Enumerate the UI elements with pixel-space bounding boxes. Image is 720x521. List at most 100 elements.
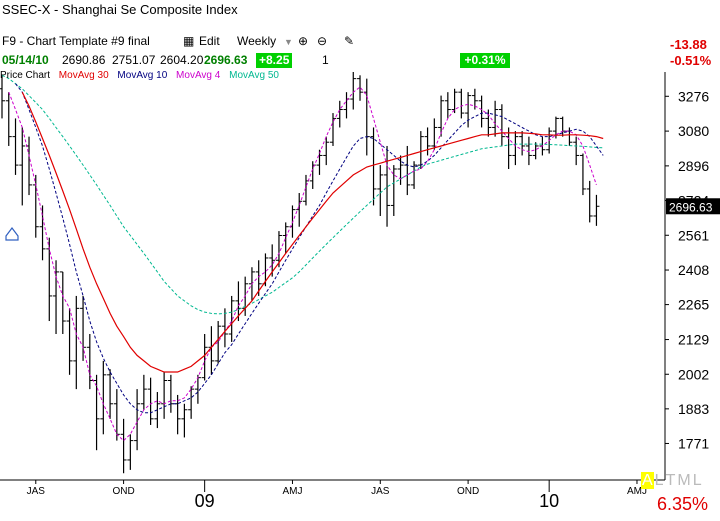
y-tick-label: 2561 bbox=[678, 227, 709, 243]
price-bar bbox=[120, 418, 127, 474]
y-tick-label: 2408 bbox=[678, 262, 709, 278]
price-bar bbox=[525, 136, 532, 166]
price-bar bbox=[377, 165, 384, 216]
period-count: 1 bbox=[322, 53, 329, 67]
legend-ma10: MovAvg 10 bbox=[117, 70, 168, 81]
letter-t[interactable]: T bbox=[665, 472, 676, 489]
y-tick-label: 2002 bbox=[678, 366, 709, 382]
price-bar bbox=[275, 231, 282, 268]
price-bar bbox=[107, 369, 114, 419]
letter-l[interactable]: L bbox=[654, 472, 664, 489]
price-bar bbox=[12, 118, 19, 175]
price-bar bbox=[188, 386, 195, 419]
quote-close: 2696.63 bbox=[204, 53, 248, 67]
price-bar bbox=[519, 131, 526, 156]
price-bar bbox=[593, 194, 600, 226]
price-bar bbox=[5, 92, 12, 146]
x-axis-labels: JAS OND 09 AMJ JAS OND 10 AMJ bbox=[27, 480, 647, 511]
price-bar bbox=[215, 321, 222, 364]
price-bar bbox=[350, 72, 357, 110]
template-name[interactable]: F9 - Chart Template #9 final bbox=[2, 34, 150, 48]
edit-button[interactable]: Edit bbox=[199, 34, 220, 48]
price-bar bbox=[532, 142, 539, 160]
quote-open: 2690.86 bbox=[62, 53, 106, 67]
price-bar bbox=[19, 127, 26, 206]
price-bar bbox=[390, 165, 397, 216]
x-tick-label: JAS bbox=[27, 486, 46, 497]
zoom-in-icon[interactable]: ⊕ bbox=[298, 34, 309, 48]
price-bar bbox=[161, 372, 168, 419]
price-bar bbox=[282, 222, 289, 254]
price-bar bbox=[302, 174, 309, 206]
price-bar bbox=[39, 205, 46, 261]
zoom-out-icon[interactable]: ⊖ bbox=[317, 34, 328, 48]
chevron-down-icon[interactable]: ▼ bbox=[284, 37, 293, 47]
price-bar bbox=[336, 100, 343, 128]
price-bar bbox=[363, 78, 370, 156]
x-tick-label: JAS bbox=[371, 486, 390, 497]
price-bar bbox=[492, 100, 499, 137]
price-bars bbox=[0, 72, 600, 474]
chart-legend: Price Chart MovAvg 30 MovAvg 10 MovAvg 4… bbox=[0, 70, 285, 81]
ma30-line bbox=[21, 91, 604, 373]
price-bar bbox=[404, 145, 411, 196]
price-bar bbox=[59, 271, 66, 335]
period-dropdown[interactable]: Weekly bbox=[237, 34, 277, 48]
x-tick-label: 09 bbox=[195, 491, 215, 511]
window-title: SSEC-X - Shanghai Se Composite Index bbox=[2, 2, 238, 17]
price-bar bbox=[228, 295, 235, 342]
price-bar bbox=[458, 88, 465, 119]
ma4-line bbox=[8, 86, 597, 442]
net-change: -13.88 bbox=[670, 37, 707, 52]
legend-ma30: MovAvg 30 bbox=[58, 70, 109, 81]
price-bar bbox=[127, 434, 134, 470]
price-bar bbox=[451, 88, 458, 114]
price-bar bbox=[397, 155, 404, 185]
svg-text:2696.63: 2696.63 bbox=[669, 200, 713, 214]
price-bar bbox=[370, 127, 377, 206]
edit-icon[interactable]: ▦ bbox=[183, 34, 195, 48]
y-tick-label: 2265 bbox=[678, 297, 709, 313]
price-bar bbox=[147, 377, 154, 425]
price-bar bbox=[181, 403, 188, 438]
price-bar bbox=[444, 92, 451, 119]
price-bar bbox=[296, 193, 303, 227]
toolbar: F9 - Chart Template #9 final ▦ Edit Week… bbox=[0, 34, 720, 52]
x-tick-label: AMJ bbox=[282, 486, 302, 497]
marker-arrow-icon[interactable] bbox=[5, 227, 19, 241]
footer-pct: 6.35% bbox=[657, 494, 709, 514]
price-bar bbox=[573, 136, 580, 166]
ma50-line bbox=[1, 74, 604, 315]
letter-a[interactable]: A bbox=[641, 472, 654, 489]
price-bar bbox=[221, 308, 228, 348]
quote-low: 2604.20 bbox=[160, 53, 204, 67]
x-tick-label: OND bbox=[457, 486, 479, 497]
quote-date: 05/14/10 bbox=[2, 53, 49, 67]
ma10-line bbox=[15, 83, 604, 414]
price-bar bbox=[343, 92, 350, 119]
price-bar bbox=[498, 104, 505, 146]
legend-price: Price Chart bbox=[0, 70, 51, 81]
price-bar bbox=[93, 374, 100, 451]
price-bar bbox=[201, 334, 208, 381]
x-tick-label: 10 bbox=[539, 491, 559, 511]
price-bar bbox=[384, 145, 391, 227]
letter-m[interactable]: M bbox=[677, 472, 691, 489]
letter-l2[interactable]: L bbox=[692, 472, 702, 489]
price-bar bbox=[431, 118, 438, 150]
price-bar bbox=[113, 389, 120, 441]
legend-ma4: MovAvg 4 bbox=[176, 70, 221, 81]
change-pct-badge: +0.31% bbox=[460, 53, 510, 68]
price-bar bbox=[417, 131, 424, 170]
price-bar bbox=[424, 127, 431, 156]
price-bar bbox=[46, 237, 53, 322]
price-bar bbox=[80, 295, 87, 361]
price-bar bbox=[505, 127, 512, 170]
legend-ma50: MovAvg 50 bbox=[229, 70, 279, 81]
pencil-icon[interactable]: ✎ bbox=[344, 34, 355, 48]
price-bar bbox=[0, 75, 5, 119]
price-bar bbox=[512, 131, 519, 166]
price-bar bbox=[53, 260, 60, 335]
price-bar bbox=[316, 149, 323, 175]
price-bar bbox=[586, 180, 593, 223]
